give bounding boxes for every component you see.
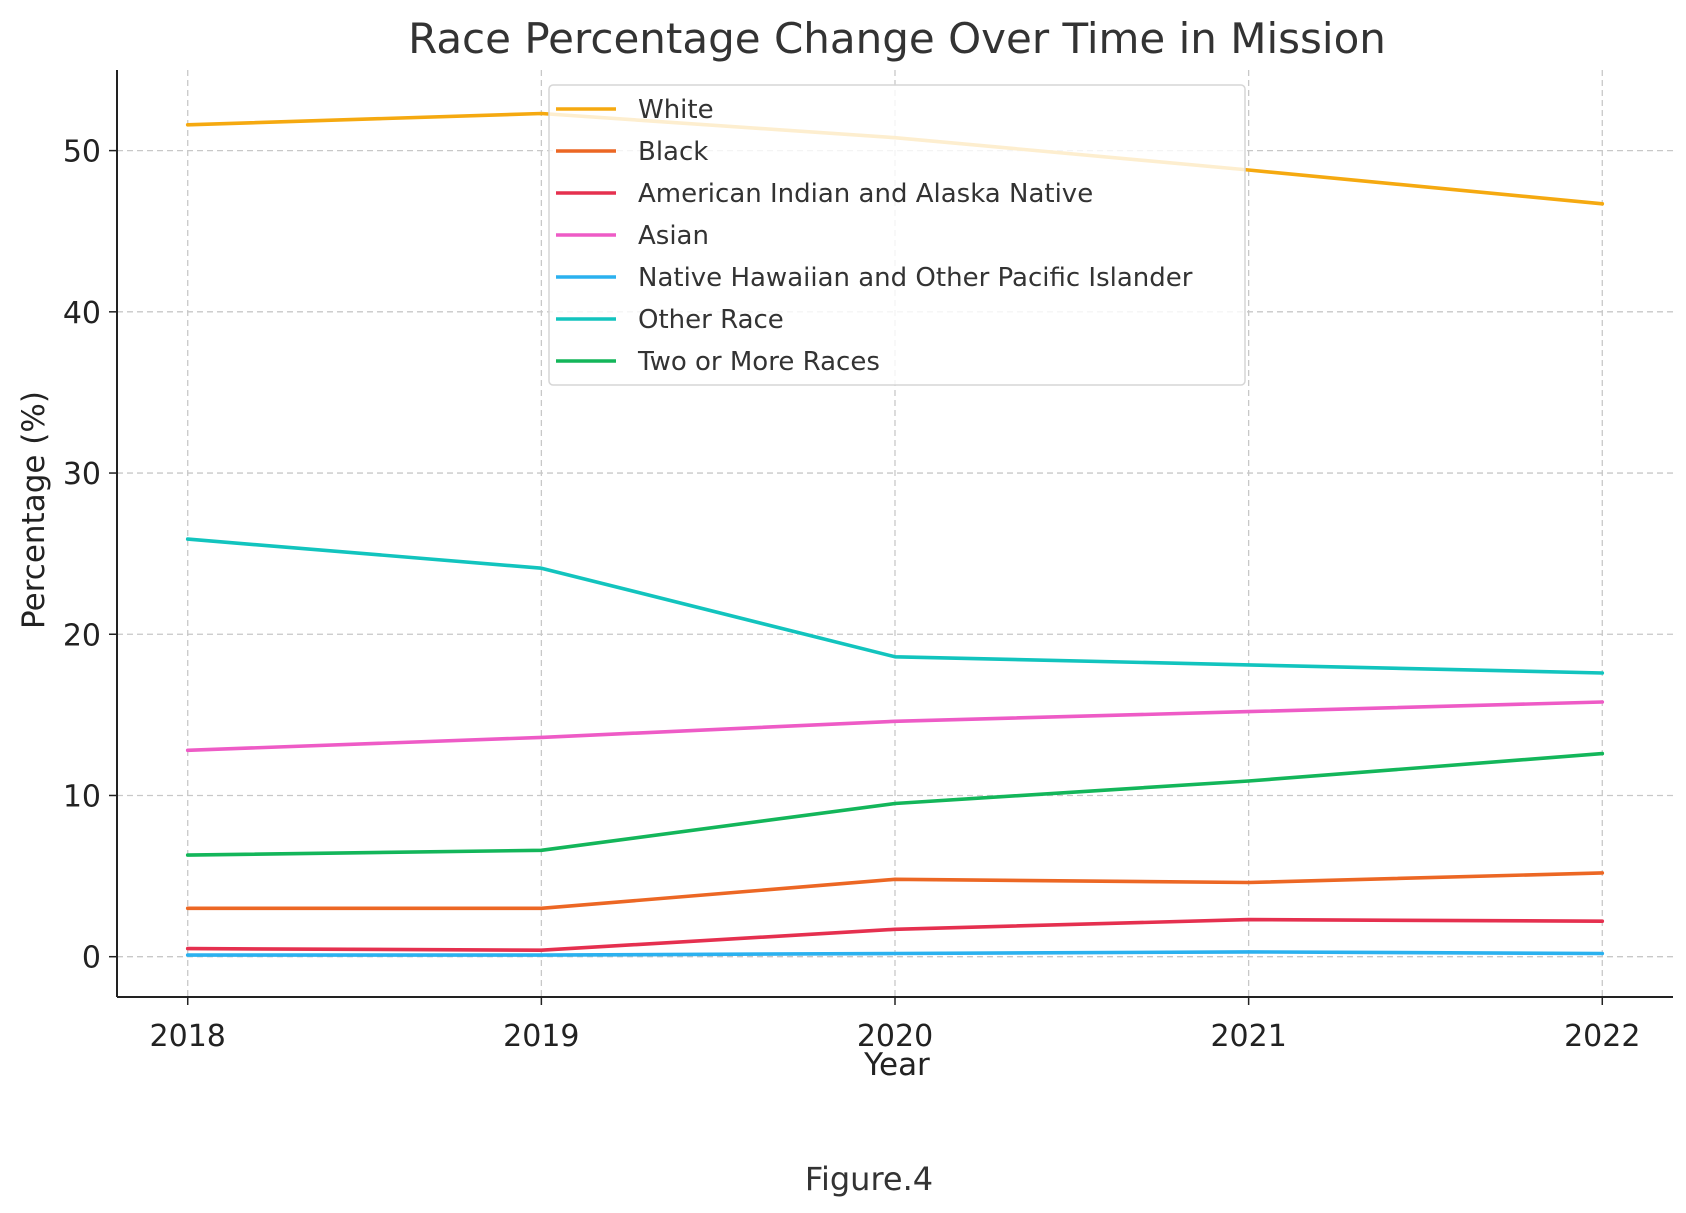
x-tick-label: 2019 [503,1019,579,1054]
y-tick-label: 10 [63,779,101,814]
y-axis-ticks: 0 10 20 30 40 50 [63,135,117,976]
series-line-two-or-more-races [185,751,1605,857]
legend-box [548,84,1246,386]
legend-label: American Indian and Alaska Native [638,179,1093,209]
legend-label: Two or More Races [637,347,880,377]
y-tick-label: 0 [82,941,101,976]
y-tick-label: 30 [63,457,101,492]
legend-label: Asian [638,221,709,251]
legend-label: Native Hawaiian and Other Pacific Island… [638,263,1193,293]
y-tick-label: 20 [63,618,101,653]
chart-title: Race Percentage Change Over Time in Miss… [408,14,1386,63]
series-line-black [185,871,1605,911]
x-tick-label: 2021 [1210,1019,1286,1054]
x-tick-label: 2022 [1564,1019,1640,1054]
x-axis-label: Year [863,1047,930,1083]
x-tick-label: 2020 [857,1019,933,1054]
y-axis-label: Percentage (%) [16,391,52,629]
legend: White Black American Indian and Alaska Nat… [548,84,1246,386]
legend-label: Black [638,137,708,167]
legend-label: White [638,95,714,125]
series-line-asian [185,700,1605,753]
y-tick-label: 40 [63,296,101,331]
x-axis-ticks: 2018 2019 2020 2021 2022 [150,997,1640,1054]
series-line-native-hawaiian-and-other-pacific-islander [185,950,1605,957]
series-line-other-race [185,537,1605,675]
x-tick-label: 2018 [150,1019,226,1054]
series-line-american-indian-and-alaska-native [185,917,1605,953]
legend-label: Other Race [638,305,784,335]
legend-items: White Black American Indian and Alaska Nat… [556,95,1193,377]
y-tick-label: 50 [63,135,101,170]
figure-caption: Figure.4 [805,1160,933,1198]
